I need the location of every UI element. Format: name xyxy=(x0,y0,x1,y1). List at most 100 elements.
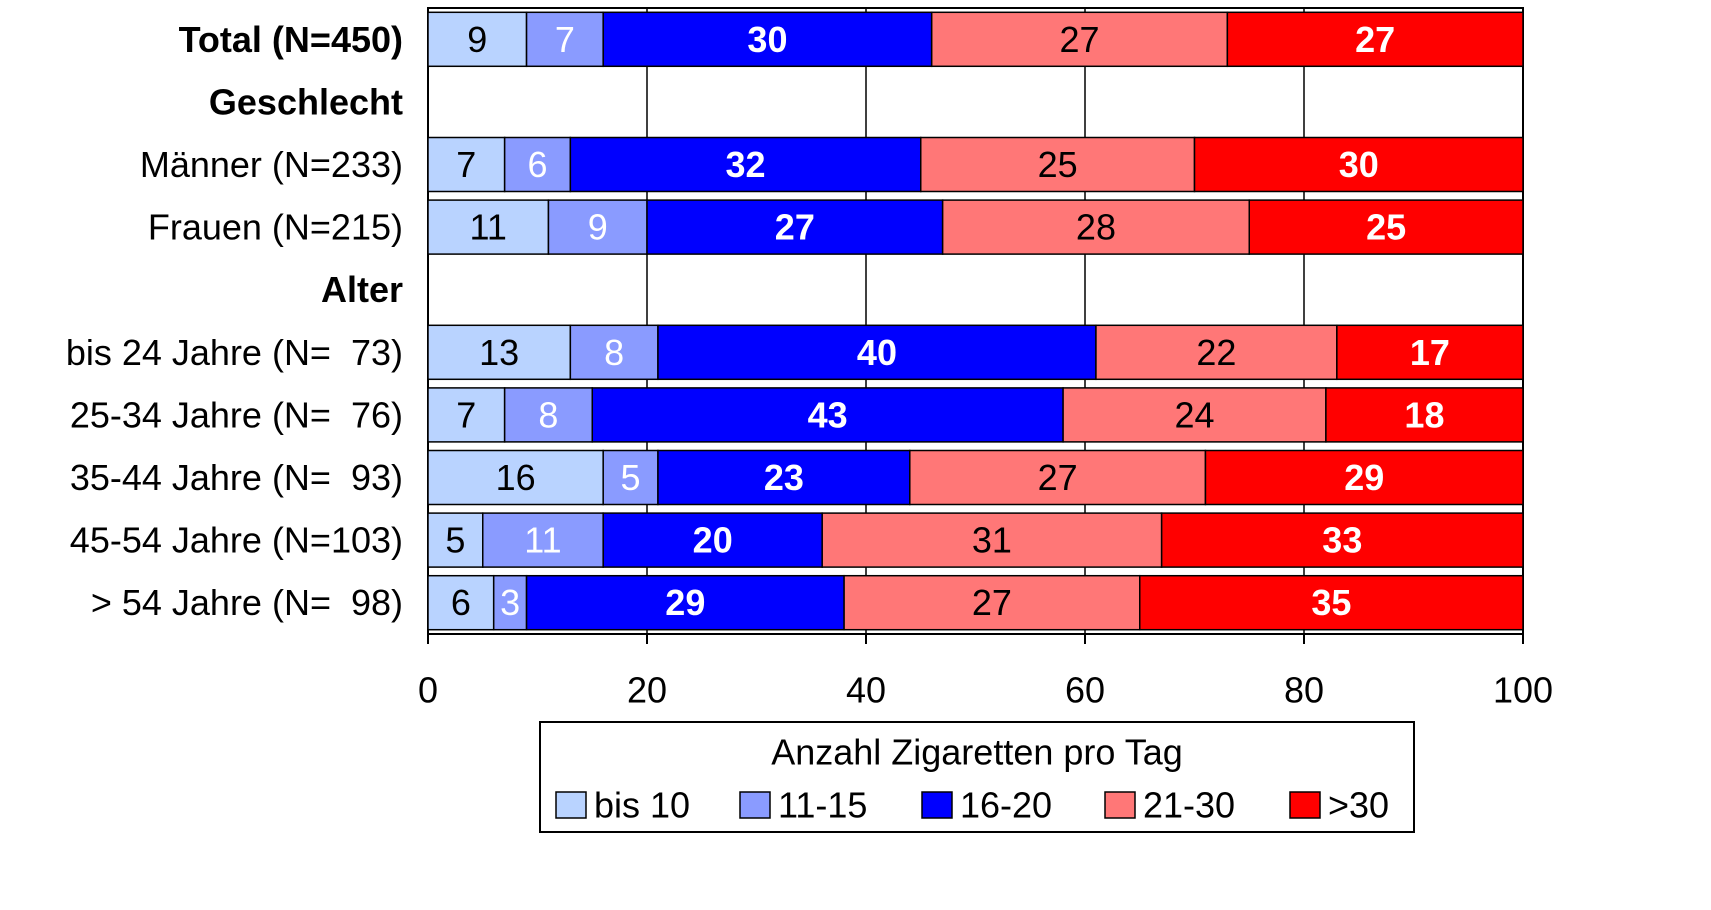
bar-segment xyxy=(427,574,495,631)
x-tick-label: 20 xyxy=(627,670,667,711)
bar-segment xyxy=(503,387,593,443)
bar-segment xyxy=(1193,136,1524,193)
y-tick-label: > 54 Jahre (N= 98) xyxy=(91,582,403,623)
data-label: 27 xyxy=(775,207,815,248)
bar-segment xyxy=(547,199,648,255)
bar-segment xyxy=(427,512,484,568)
legend-label: 21-30 xyxy=(1143,785,1235,826)
legend-swatch xyxy=(555,791,587,819)
data-label: 5 xyxy=(621,457,641,498)
legend-label: >30 xyxy=(1328,785,1389,826)
plot-frame xyxy=(427,7,1524,635)
bar-segment xyxy=(503,136,572,193)
data-label: 7 xyxy=(555,19,575,60)
data-label: 18 xyxy=(1404,394,1444,435)
bar-segment xyxy=(427,387,506,443)
data-label: 7 xyxy=(456,394,476,435)
data-label: 13 xyxy=(479,332,519,373)
data-label: 6 xyxy=(527,144,547,185)
bar-segment xyxy=(569,324,659,381)
y-tick-label: bis 24 Jahre (N= 73) xyxy=(66,332,403,373)
data-label: 25 xyxy=(1038,144,1078,185)
bar-segment xyxy=(821,512,1163,568)
x-tick-label: 100 xyxy=(1493,670,1553,711)
legend-swatch xyxy=(1104,791,1136,819)
data-label: 40 xyxy=(857,332,897,373)
x-tick-label: 40 xyxy=(846,670,886,711)
legend-swatch xyxy=(921,791,953,819)
bar-segment xyxy=(427,11,528,68)
bar-segment xyxy=(602,449,659,506)
data-label: 11 xyxy=(524,520,561,561)
y-tick-label: Alter xyxy=(321,269,403,310)
y-tick-label: Geschlecht xyxy=(209,81,403,122)
data-label: 6 xyxy=(451,582,471,623)
bar-segment xyxy=(591,387,1064,443)
data-label: 27 xyxy=(972,582,1012,623)
data-label: 8 xyxy=(538,394,558,435)
legend-label: bis 10 xyxy=(594,785,690,826)
data-label: 35 xyxy=(1311,582,1351,623)
bar-segment xyxy=(1160,512,1524,568)
bar-segment xyxy=(941,199,1251,255)
y-tick-label: Frauen (N=215) xyxy=(148,207,403,248)
y-tick-label: Total (N=450) xyxy=(179,19,403,60)
bar-segment xyxy=(1139,574,1524,631)
bar-segment xyxy=(1325,387,1524,443)
bar-segment xyxy=(569,136,922,193)
legend-swatch xyxy=(739,791,771,819)
bar-segment xyxy=(427,199,550,255)
data-label: 5 xyxy=(445,520,465,561)
x-tick-label: 0 xyxy=(418,670,438,711)
data-label: 27 xyxy=(1038,457,1078,498)
x-tick-label: 80 xyxy=(1284,670,1324,711)
bar-segment xyxy=(646,199,944,255)
bar-segment xyxy=(920,136,1196,193)
bar-segment xyxy=(602,11,933,68)
data-label: 27 xyxy=(1355,19,1395,60)
y-tick-label: 25-34 Jahre (N= 76) xyxy=(70,394,403,435)
y-tick-label: 45-54 Jahre (N=103) xyxy=(70,520,403,561)
data-label: 43 xyxy=(808,394,848,435)
data-label: 3 xyxy=(500,582,520,623)
bar-segment xyxy=(427,136,506,193)
legend-label: 11-15 xyxy=(778,785,867,826)
data-label: 33 xyxy=(1322,520,1362,561)
bar-segment xyxy=(492,574,528,631)
data-label: 27 xyxy=(1060,19,1100,60)
data-label: 20 xyxy=(693,520,733,561)
bar-segment xyxy=(1248,199,1524,255)
data-label: 25 xyxy=(1366,207,1406,248)
bar-segment xyxy=(427,324,572,381)
y-tick-label: Männer (N=233) xyxy=(140,144,403,185)
legend-swatch xyxy=(1289,791,1321,819)
data-label: 32 xyxy=(726,144,766,185)
data-label: 29 xyxy=(665,582,705,623)
data-label: 16 xyxy=(496,457,536,498)
bar-segment xyxy=(657,449,911,506)
bar-segment xyxy=(1095,324,1338,381)
x-tick-label: 60 xyxy=(1065,670,1105,711)
legend-title: Anzahl Zigaretten pro Tag xyxy=(771,732,1183,773)
bar-segment xyxy=(1062,387,1327,443)
bar-segment xyxy=(602,512,823,568)
bar-segment xyxy=(1204,449,1524,506)
data-label: 28 xyxy=(1076,207,1116,248)
data-label: 7 xyxy=(456,144,476,185)
bar-segment xyxy=(930,11,1229,68)
bar-segment xyxy=(909,449,1207,506)
data-label: 9 xyxy=(588,207,608,248)
data-label: 9 xyxy=(467,19,487,60)
data-label: 31 xyxy=(972,520,1012,561)
data-label: 17 xyxy=(1410,332,1450,373)
legend-box xyxy=(539,721,1415,833)
data-label: 22 xyxy=(1196,332,1236,373)
bar-segment xyxy=(657,324,1097,381)
bar-segment xyxy=(1336,324,1524,381)
data-label: 30 xyxy=(747,19,787,60)
data-label: 23 xyxy=(764,457,804,498)
data-label: 30 xyxy=(1339,144,1379,185)
data-label: 8 xyxy=(604,332,624,373)
bar-segment xyxy=(1226,11,1524,68)
